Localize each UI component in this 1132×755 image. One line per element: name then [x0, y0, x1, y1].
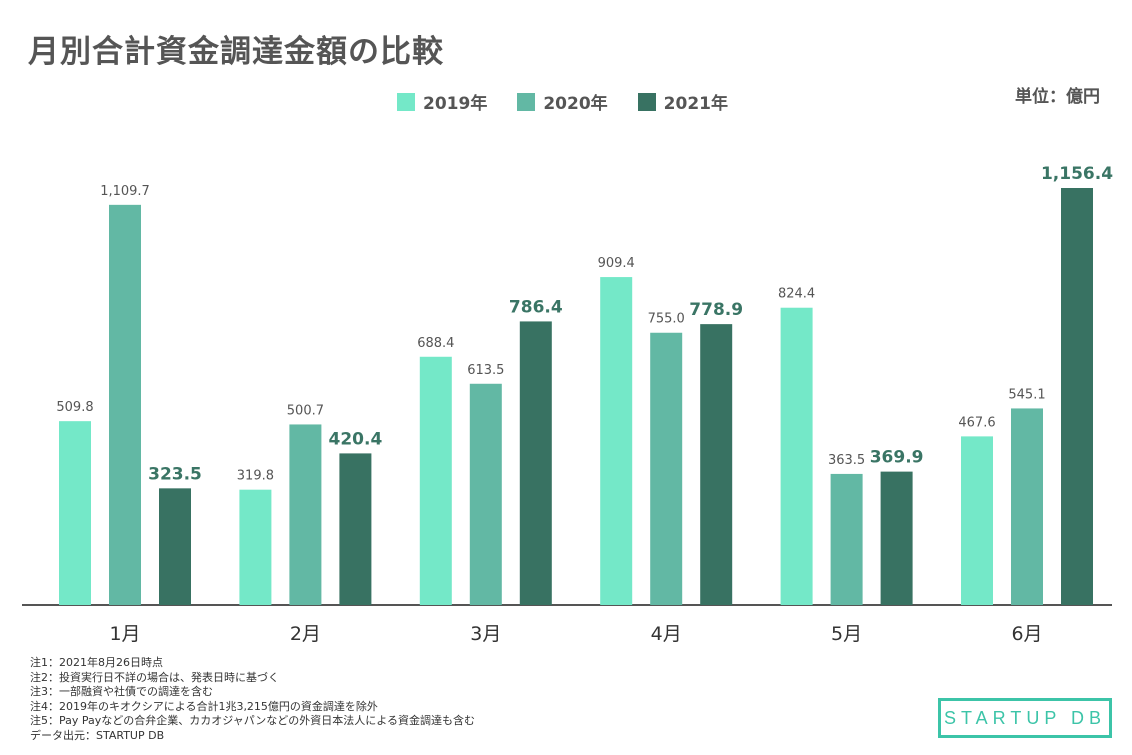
data-label: 1,109.7: [100, 184, 150, 199]
x-tick-label: 4月: [651, 623, 682, 645]
bar: [109, 204, 141, 606]
legend-label: 2021年: [663, 94, 728, 114]
x-tick-label: 1月: [109, 623, 140, 645]
data-label: 755.0: [648, 312, 685, 327]
legend-label: 2019年: [423, 94, 488, 114]
data-label: 778.9: [689, 300, 743, 320]
note: 注2：投資実行日不詳の場合は、発表日時に基づく: [30, 670, 279, 684]
startup-db-logo: STARTUP DB: [938, 698, 1112, 738]
bar: [469, 383, 502, 605]
source-note: データ出元：STARTUP DB: [30, 728, 165, 742]
data-label: 688.4: [417, 336, 454, 351]
data-label: 467.6: [958, 415, 995, 430]
data-label: 369.9: [870, 448, 924, 468]
legend-swatch: [517, 92, 536, 111]
unit-label: 単位：億円: [1015, 87, 1100, 107]
data-label: 509.8: [56, 400, 93, 415]
note: 注4：2019年のキオクシアによる合計1兆3,215億円の資金調達を除外: [30, 699, 378, 713]
bar: [419, 356, 452, 605]
bar: [600, 277, 633, 605]
legend-label: 2020年: [543, 94, 608, 114]
bar: [59, 421, 91, 605]
legend-swatch: [397, 92, 415, 111]
bar: [780, 307, 813, 605]
bar: [159, 488, 191, 605]
data-label: 824.4: [778, 287, 815, 302]
bar: [339, 453, 372, 605]
data-label: 613.5: [467, 363, 504, 378]
bar: [700, 324, 733, 605]
bar: [961, 436, 993, 605]
bar: [650, 332, 683, 605]
legend-item-2019: 2019年: [397, 89, 487, 114]
chart-title: 月別合計資金調達金額の比較: [28, 34, 444, 70]
data-label: 363.5: [828, 453, 865, 468]
bar: [1011, 408, 1043, 605]
note: 注3：一部融資や社債での調達を含む: [30, 685, 213, 698]
bar: [880, 471, 913, 605]
x-tick-label: 2月: [290, 623, 321, 645]
legend-item-2020: 2020年: [517, 89, 608, 114]
bar: [1061, 188, 1093, 605]
data-label: 786.4: [509, 297, 563, 317]
bar: [830, 473, 863, 605]
x-tick-label: 3月: [470, 623, 501, 645]
note: 注5：Pay Payなどの合弁企業、カカオジャパンなどの外資日本法人による資金調…: [30, 714, 475, 727]
legend-item-2021: 2021年: [637, 89, 728, 114]
data-label: 323.5: [148, 464, 202, 484]
legend: 2019年 2020年 2021年: [397, 89, 728, 114]
data-label: 1,156.4: [1041, 164, 1113, 184]
x-tick-label: 5月: [831, 623, 862, 645]
bar: [239, 489, 272, 605]
plot-area: 1月 509.8 1,109.7 323.5 2月 319.8 500.7 420.4 3月 68…: [22, 164, 1113, 645]
note: 注1：2021年8月26日時点: [30, 656, 163, 669]
data-label: 500.7: [287, 403, 324, 418]
data-label: 319.8: [237, 469, 274, 484]
x-tick-label: 6月: [1011, 623, 1042, 645]
notes: 注1：2021年8月26日時点 注2：投資実行日不詳の場合は、発表日時に基づく …: [30, 656, 475, 743]
bar: [289, 424, 322, 605]
data-label: 909.4: [598, 256, 635, 271]
legend-swatch: [637, 92, 656, 111]
data-label: 545.1: [1008, 387, 1045, 402]
bar: [519, 321, 552, 605]
data-label: 420.4: [329, 429, 383, 449]
